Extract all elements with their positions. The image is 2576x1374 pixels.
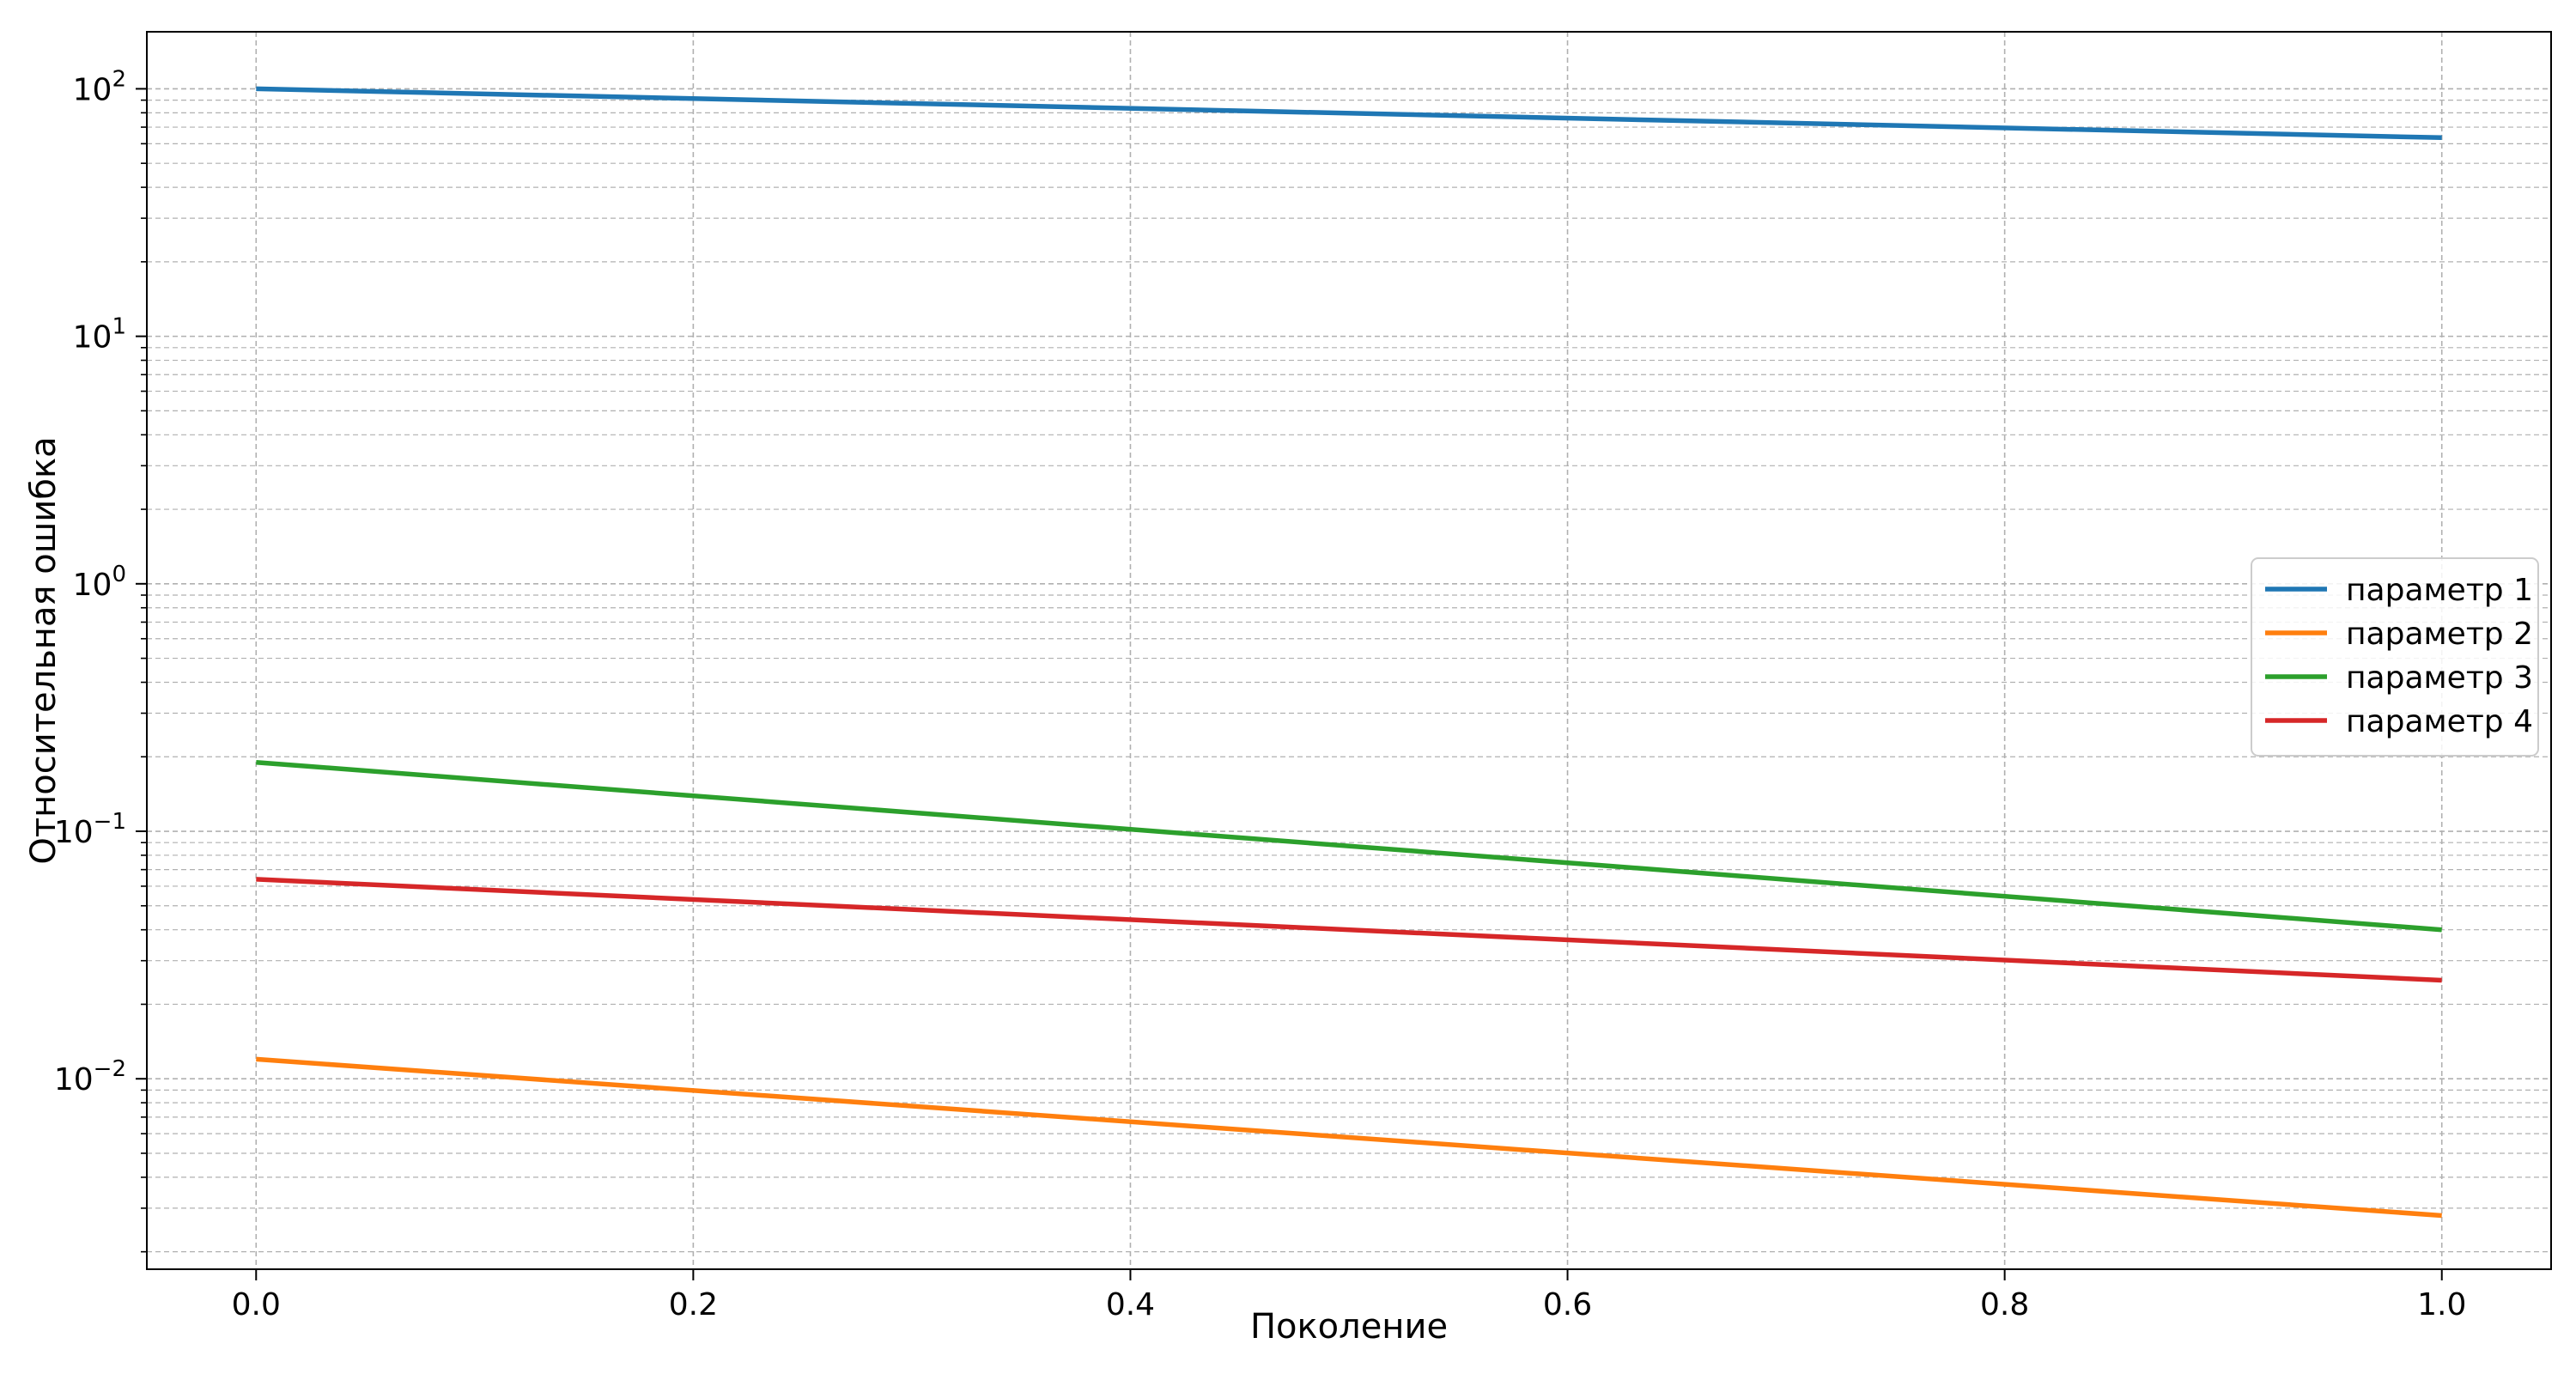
x-tick-label: 1.0 [2417,1287,2466,1322]
legend-box [2251,557,2539,757]
x-tick-label: 0.4 [1106,1287,1155,1322]
x-axis-ticks: 0.0 0.2 0.4 0.6 0.8 1.0 [232,1269,2466,1322]
y-tick-label: 102 [73,66,126,107]
x-axis-label: Поколение [1250,1307,1448,1347]
series-lines [256,86,2442,1219]
series-line-1 [256,86,2442,141]
legend-label: параметр 1 [2346,573,2533,608]
y-tick-label: 10−1 [54,809,126,850]
legend-label: параметр 2 [2346,617,2533,652]
series-line-2 [256,1056,2442,1219]
x-tick-label: 0.6 [1543,1287,1592,1322]
plot-frame [146,31,2552,1270]
y-tick-label: 101 [73,314,126,356]
y-axis-ticks: 10−2 10−1 100 101 102 [54,66,147,1253]
series-line-3 [256,759,2442,933]
x-tick-label: 0.0 [232,1287,281,1322]
y-tick-label: 10−2 [54,1056,126,1097]
y-axis-label: Относительная ошибка [24,436,64,864]
legend-label: параметр 3 [2346,660,2533,696]
series-line-4 [256,877,2442,983]
legend: параметр 1 параметр 2 параметр 3 параметр 4 [2251,557,2539,757]
x-tick-label: 0.8 [1980,1287,2029,1322]
y-tick-label: 100 [73,562,126,603]
x-tick-label: 0.2 [669,1287,718,1322]
legend-label: параметр 4 [2346,704,2533,739]
